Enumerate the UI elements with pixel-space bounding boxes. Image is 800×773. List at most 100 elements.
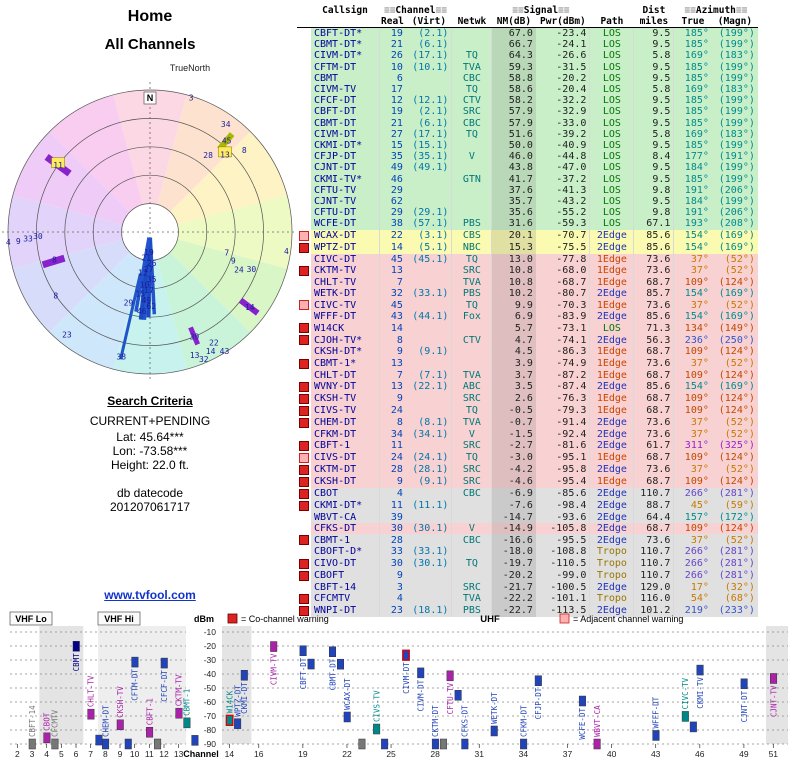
- radar-channel-label: 14: [206, 347, 216, 356]
- co-channel-warning-marker: [299, 323, 309, 334]
- table-row: CBFT-14 3 SRC -21.7 -100.5 2Edge 129.0 17° (32°): [297, 581, 758, 593]
- spectrum-chart: -10 -20 -30 -40 -50 -60 -70 -80 -90 2 3 4 5 6 7 8 9 10 11 1…: [0, 606, 800, 768]
- co-channel-warning-marker: [299, 417, 309, 428]
- radar-channel-label: 39: [190, 333, 200, 342]
- station-marker: [329, 646, 337, 657]
- table-row: CBMT-1* 13 3.9 -74.9 1Edge 73.6 37° (52°): [297, 357, 758, 370]
- channel-tick-label: 13: [174, 749, 184, 759]
- channel-tick-label: 14: [225, 749, 235, 759]
- north-marker: N: [147, 93, 154, 103]
- station-marker: [446, 670, 454, 682]
- table-row: CIVS-DT 24 (24.1) TQ -3.0 -95.1 1Edge 68.7 109°(…: [297, 452, 758, 465]
- co-channel-warning-marker: [299, 242, 309, 253]
- tvfool-link[interactable]: www.tvfool.com: [104, 588, 196, 602]
- co-channel-warning-marker: [299, 535, 309, 546]
- station-label: CBMT: [72, 653, 81, 672]
- station-label: WBVT-CA: [593, 705, 602, 737]
- station-marker: [191, 735, 199, 746]
- radar-channel-label: 14: [245, 303, 255, 312]
- station-label: CHEM-DT: [101, 705, 110, 737]
- station-marker: [593, 738, 601, 750]
- station-bar: [188, 326, 201, 346]
- channel-tick-label: 22: [342, 749, 352, 759]
- table-row: CKSH-DT* 9 (9.1) 4.5 -86.3 1Edge 68.7 109° (124°…: [297, 346, 758, 358]
- channel-axis-label: Channel: [183, 749, 219, 759]
- co-channel-warning-marker: [299, 381, 309, 392]
- station-marker: [439, 738, 447, 750]
- table-row: CJNT-TV 62 35.7 -43.2 LOS 9.5 184° (199°): [297, 196, 758, 208]
- adjacent-channel-legend-label: = Adjacent channel warning: [573, 614, 683, 624]
- table-header-row-groups: Callsign ≡≡Channel≡≡ ≡≡Signal≡≡ Dist ≡≡A…: [297, 5, 758, 16]
- station-marker: [28, 738, 36, 750]
- station-label: CFKM-DT: [519, 705, 528, 737]
- dbm-tick-label: -30: [204, 655, 217, 665]
- station-label: CKTM-TV: [175, 674, 184, 706]
- channel-tick-label: 8: [103, 749, 108, 759]
- station-marker: [131, 656, 139, 668]
- co-channel-warning-marker: [299, 405, 309, 416]
- table-row: CKSH-TV 9 SRC 2.6 -76.3 1Edge 68.7 109° (124°): [297, 392, 758, 405]
- radar-channel-label: 3: [189, 94, 194, 103]
- adjacent-channel-warning-marker: [299, 300, 309, 311]
- longitude-value: Lon: -73.58***: [112, 444, 188, 458]
- table-header-row-columns: Real (Virt) Netwk NM(dB) Pwr(dBm) Path m…: [297, 16, 758, 28]
- table-row: CIVC-DT 45 (45.1) TQ 13.0 -77.8 1Edge 73.6 37° (5…: [297, 253, 758, 265]
- channel-tick-label: 31: [475, 749, 485, 759]
- co-channel-warning-marker: [299, 501, 309, 512]
- radar-channel-label: 24: [234, 266, 244, 275]
- station-label: W14CK: [225, 690, 234, 713]
- real-header: Real: [379, 16, 406, 28]
- station-label: CFJP-DT: [534, 687, 543, 719]
- pwr-header: Pwr(dBm): [535, 16, 590, 28]
- table-row: CIVO-DT 30 (30.1) TQ -19.7 -110.5 Tropo 110.7 26…: [297, 557, 758, 570]
- station-marker: [402, 649, 410, 661]
- channel-tick-label: 11: [145, 749, 154, 759]
- station-marker: [154, 738, 162, 750]
- station-marker: [337, 658, 345, 670]
- channel-tick-label: 40: [607, 749, 617, 759]
- search-mode: CURRENT+PENDING: [89, 414, 211, 428]
- station-marker: [146, 726, 154, 738]
- signal-group-header: ≡≡Signal≡≡: [512, 5, 570, 16]
- table-row: CFCF-DT 12 (12.1) CTV 58.2 -32.2 LOS 9.5 185° (19…: [297, 95, 758, 107]
- radar-channel-label: 33: [23, 234, 33, 243]
- co-channel-legend-label: = Co-channel warning: [241, 614, 329, 624]
- co-channel-warning-marker: [299, 465, 309, 476]
- station-marker: [534, 675, 542, 686]
- nm-header: NM(dB): [491, 16, 536, 28]
- table-row: WCFE-DT 38 (57.1) PBS 31.6 -59.3 LOS 67.1 193° (2…: [297, 218, 758, 230]
- station-marker: [343, 711, 351, 723]
- table-row: CKTM-TV 13 SRC 10.8 -68.0 1Edge 73.6 37° (52°): [297, 264, 758, 277]
- radar-channel-label: 15: [135, 290, 145, 299]
- channel-table: Callsign ≡≡Channel≡≡ ≡≡Signal≡≡ Dist ≡≡A…: [297, 5, 758, 617]
- station-marker: [358, 738, 366, 750]
- azimuth-group-header: ≡≡Azimuth≡≡: [684, 5, 748, 16]
- radar-channel-label: 38: [116, 353, 126, 362]
- dbm-tick-label: -20: [204, 641, 217, 651]
- station-label: CBOT: [43, 712, 52, 731]
- dbm-tick-label: -80: [204, 725, 217, 735]
- station-label: WFFF-DT: [652, 696, 661, 728]
- adjacent-channel-legend-swatch: [559, 613, 570, 624]
- radar-channel-label: 13: [220, 150, 230, 159]
- virt-header: (Virt): [405, 16, 452, 28]
- table-row: WNPI-DT 23 (18.1) PBS -22.7 -113.5 2Edge 101.2 2…: [297, 604, 758, 617]
- bearing-vector: [119, 273, 142, 360]
- table-row: CFCMTV 4 TVA -22.2 -101.1 Tropo 116.0 54° (68°): [297, 592, 758, 605]
- station-marker: [43, 732, 51, 744]
- table-row: CFTM-DT 10 (10.1) TVA 59.3 -31.5 LOS 9.5 185° (19…: [297, 61, 758, 73]
- co-channel-warning-marker: [299, 558, 309, 569]
- search-criteria-title: Search Criteria: [107, 394, 193, 408]
- station-label: CIVS-TV: [372, 690, 381, 722]
- channel-tick-label: 10: [130, 749, 140, 759]
- station-label: CBFT-14: [28, 705, 37, 737]
- radar-channel-label: 4: [6, 238, 11, 247]
- table-row: WBVT-CA 39 -14.7 -93.6 2Edge 64.4 157° (172°): [297, 512, 758, 524]
- table-row: CKMI-TV* 46 GTN 41.7 -37.2 LOS 9.5 185° (199°): [297, 173, 758, 185]
- channel-tick-label: 16: [254, 749, 264, 759]
- channel-tick-label: 6: [74, 749, 79, 759]
- radar-plot: 11 8 4 9 33 30 34 45 13 28 8 7 9 24 30 4 14 39 22 14 32 43 13 3…: [2, 74, 298, 386]
- channel-tick-label: 46: [695, 749, 705, 759]
- station-label: CBFT-1: [145, 698, 154, 725]
